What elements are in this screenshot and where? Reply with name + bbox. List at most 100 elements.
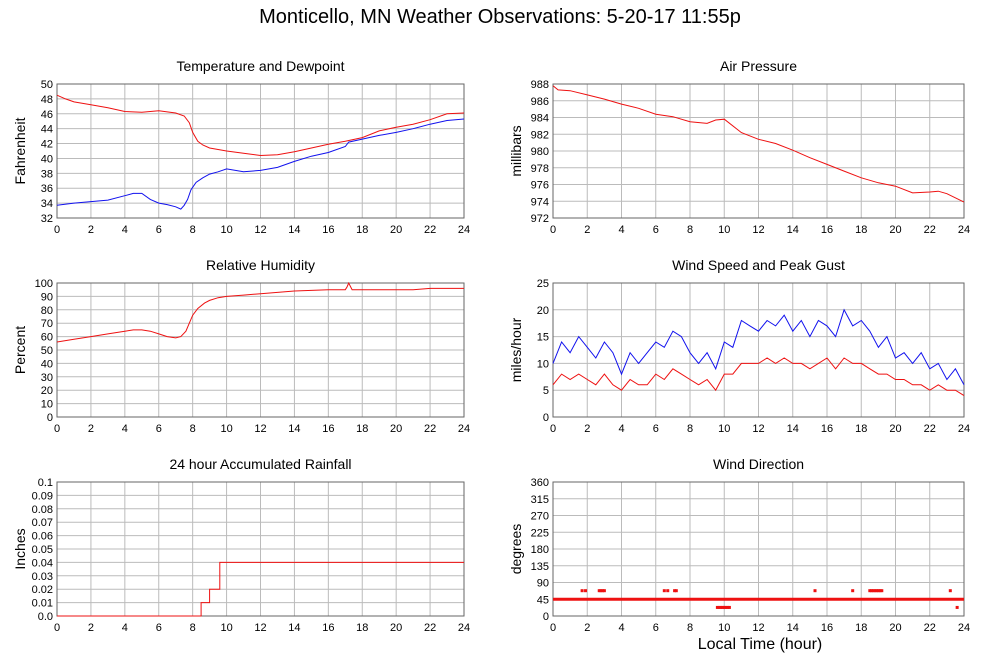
x-tick-label: 18 (356, 423, 368, 435)
y-tick-label: 978 (531, 163, 549, 175)
x-tick-label: 20 (889, 423, 901, 435)
y-tick-label: 976 (531, 180, 549, 192)
y-tick-label: 36 (41, 183, 53, 195)
y-tick-label: 980 (531, 146, 549, 158)
x-tick-label: 20 (889, 224, 901, 236)
y-tick-label: 45 (537, 594, 549, 606)
x-tick-label: 16 (322, 224, 334, 236)
x-tick-label: 0 (54, 622, 60, 634)
chart-title: Relative Humidity (206, 257, 315, 273)
y-tick-label: 40 (41, 153, 53, 165)
y-tick-label: 20 (537, 305, 549, 317)
x-tick-label: 4 (618, 423, 624, 435)
x-tick-label: 8 (190, 423, 196, 435)
y-tick-label: 0 (543, 611, 549, 623)
data-point (727, 605, 731, 609)
y-tick-label: 225 (531, 527, 549, 539)
y-tick-label: 0.09 (32, 490, 53, 502)
data-point (599, 589, 603, 593)
y-tick-label: 90 (41, 291, 53, 303)
x-tick-label: 18 (855, 423, 867, 435)
y-tick-label: 50 (41, 79, 53, 91)
x-tick-label: 6 (653, 622, 659, 634)
y-tick-label: 0.0 (38, 611, 53, 623)
data-point (666, 589, 670, 593)
x-tick-label: 6 (653, 224, 659, 236)
series-line-red (56, 281, 464, 343)
y-tick-label: 0.06 (32, 531, 53, 543)
data-point (948, 589, 952, 593)
data-point (662, 589, 666, 593)
y-tick-label: 180 (531, 544, 549, 556)
x-tick-label: 14 (787, 622, 799, 634)
x-tick-label: 4 (618, 224, 624, 236)
data-point (873, 589, 877, 593)
data-point (717, 605, 721, 609)
y-tick-label: 986 (531, 96, 549, 108)
data-point (724, 605, 728, 609)
x-tick-label: 22 (424, 622, 436, 634)
y-tick-label: 982 (531, 129, 549, 141)
data-point (868, 589, 872, 593)
series-line-blue (56, 118, 465, 210)
x-tick-label: 12 (752, 622, 764, 634)
x-tick-label: 4 (122, 622, 128, 634)
x-tick-label: 2 (584, 622, 590, 634)
chart-title: 24 hour Accumulated Rainfall (169, 456, 351, 472)
x-tick-label: 24 (958, 224, 970, 236)
x-tick-label: 14 (288, 622, 300, 634)
x-tick-label: 24 (458, 224, 470, 236)
x-tick-label: 16 (821, 622, 833, 634)
plot-frame (56, 83, 465, 219)
x-tick-label: 4 (122, 224, 128, 236)
x-tick-label: 6 (653, 423, 659, 435)
x-tick-label: 14 (288, 224, 300, 236)
x-tick-label: 10 (220, 224, 232, 236)
x-tick-label: 22 (424, 423, 436, 435)
y-tick-label: 0.05 (32, 544, 53, 556)
data-point (674, 589, 678, 593)
y-axis-label: miles/hour (508, 317, 524, 382)
x-tick-label: 16 (821, 224, 833, 236)
x-tick-label: 18 (356, 224, 368, 236)
series-line-red (552, 85, 965, 203)
y-tick-label: 38 (41, 168, 53, 180)
y-tick-label: 5 (543, 385, 549, 397)
y-axis-label: millibars (508, 125, 524, 176)
data-point (851, 589, 855, 593)
y-tick-label: 0.01 (32, 598, 53, 610)
y-tick-label: 100 (35, 278, 53, 290)
data-point (719, 605, 723, 609)
x-tick-label: 10 (220, 622, 232, 634)
x-tick-label: 22 (924, 224, 936, 236)
y-tick-label: 10 (537, 358, 549, 370)
y-tick-label: 0.04 (32, 557, 53, 569)
x-tick-label: 12 (254, 423, 266, 435)
data-point (871, 589, 875, 593)
x-tick-label: 20 (390, 622, 402, 634)
y-tick-label: 135 (531, 561, 549, 573)
y-tick-label: 988 (531, 79, 549, 91)
y-tick-label: 80 (41, 305, 53, 317)
x-tick-label: 22 (424, 224, 436, 236)
chart-title: Temperature and Dewpoint (176, 58, 344, 74)
y-tick-label: 0.1 (38, 477, 53, 489)
y-tick-label: 15 (537, 332, 549, 344)
y-tick-label: 42 (41, 139, 53, 151)
x-tick-label: 12 (254, 224, 266, 236)
data-point (870, 589, 874, 593)
y-tick-label: 50 (41, 345, 53, 357)
chart-panel-1: 0 2 4 6 8 10 12 14 16 18 20 22 249729749769789809829… (508, 58, 970, 236)
series-line-blue (552, 308, 965, 386)
x-tick-label: 0 (54, 224, 60, 236)
y-axis-label: Inches (12, 528, 28, 569)
data-point (875, 589, 879, 593)
data-point (601, 589, 605, 593)
y-tick-label: 60 (41, 332, 53, 344)
x-tick-label: 2 (88, 423, 94, 435)
y-tick-label: 70 (41, 318, 53, 330)
y-tick-label: 30 (41, 372, 53, 384)
x-tick-label: 22 (924, 622, 936, 634)
x-tick-label: 22 (924, 423, 936, 435)
y-tick-label: 984 (531, 113, 549, 125)
